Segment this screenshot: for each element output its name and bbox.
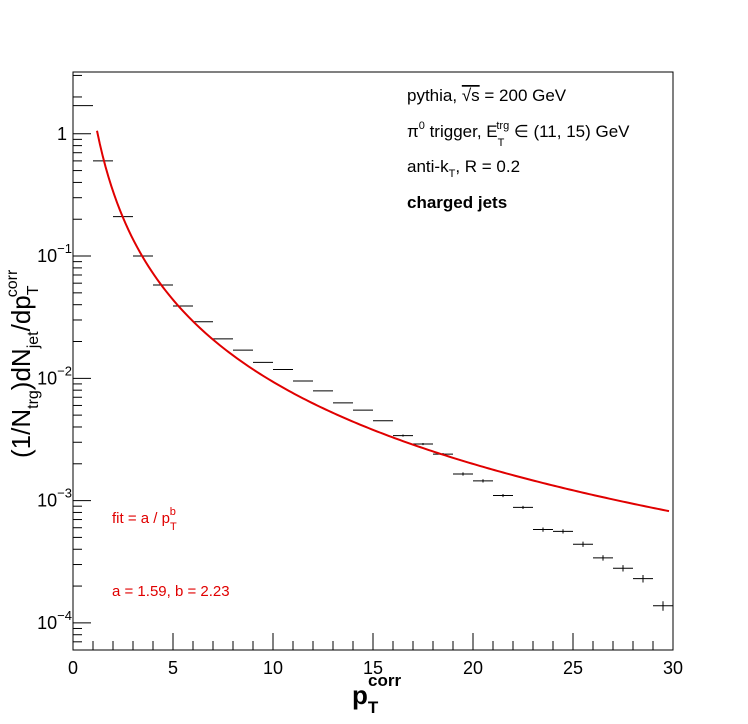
x-tick-label: 25	[563, 658, 583, 678]
y-axis-title: (1/Ntrg)dNjet/dpTcorr	[4, 269, 42, 458]
data-point	[453, 472, 473, 476]
x-tick-label: 20	[463, 658, 483, 678]
annotation-trigger: π0 trigger, ETtrg ∈ (11, 15) GeV	[407, 120, 630, 149]
data-point	[633, 575, 653, 583]
y-tick-label: 10−2	[37, 363, 72, 388]
data-point	[593, 555, 613, 561]
x-tick-label: 15	[363, 658, 383, 678]
data-point	[533, 527, 553, 532]
data-point	[553, 529, 573, 534]
data-point	[513, 505, 533, 510]
axis-minor-ticks	[73, 74, 654, 651]
fit-curve	[96, 130, 670, 513]
data-point	[413, 443, 433, 446]
data-point	[653, 601, 673, 611]
x-tick-label: 0	[68, 658, 78, 678]
data-point	[393, 434, 413, 437]
y-tick-label: 1	[57, 124, 67, 144]
data-point	[493, 493, 513, 498]
x-tick-label: 30	[663, 658, 683, 678]
annotation-fit-formula: fit = a / pTb	[112, 506, 177, 533]
y-axis: 1 10−1 10−2 10−3 10−4	[37, 124, 91, 633]
data-point	[573, 541, 593, 547]
annotation-generator: pythia, √s = 200 GeV	[407, 86, 567, 105]
x-axis: 0 5 10 15 20 25 30	[68, 633, 683, 678]
y-tick-label: 10−1	[37, 241, 72, 266]
x-tick-label: 10	[263, 658, 283, 678]
annotation-jet-type: charged jets	[407, 193, 507, 212]
x-tick-label: 5	[168, 658, 178, 678]
y-tick-label: 10−3	[37, 486, 72, 511]
annotation-fit-params: a = 1.59, b = 2.23	[112, 583, 230, 600]
data-point	[613, 565, 633, 572]
annotation-jet-algo: anti-kT, R = 0.2	[407, 157, 520, 180]
data-point	[473, 479, 493, 483]
y-tick-label: 10−4	[37, 608, 72, 633]
x-axis-title: pTcorr	[352, 671, 401, 717]
